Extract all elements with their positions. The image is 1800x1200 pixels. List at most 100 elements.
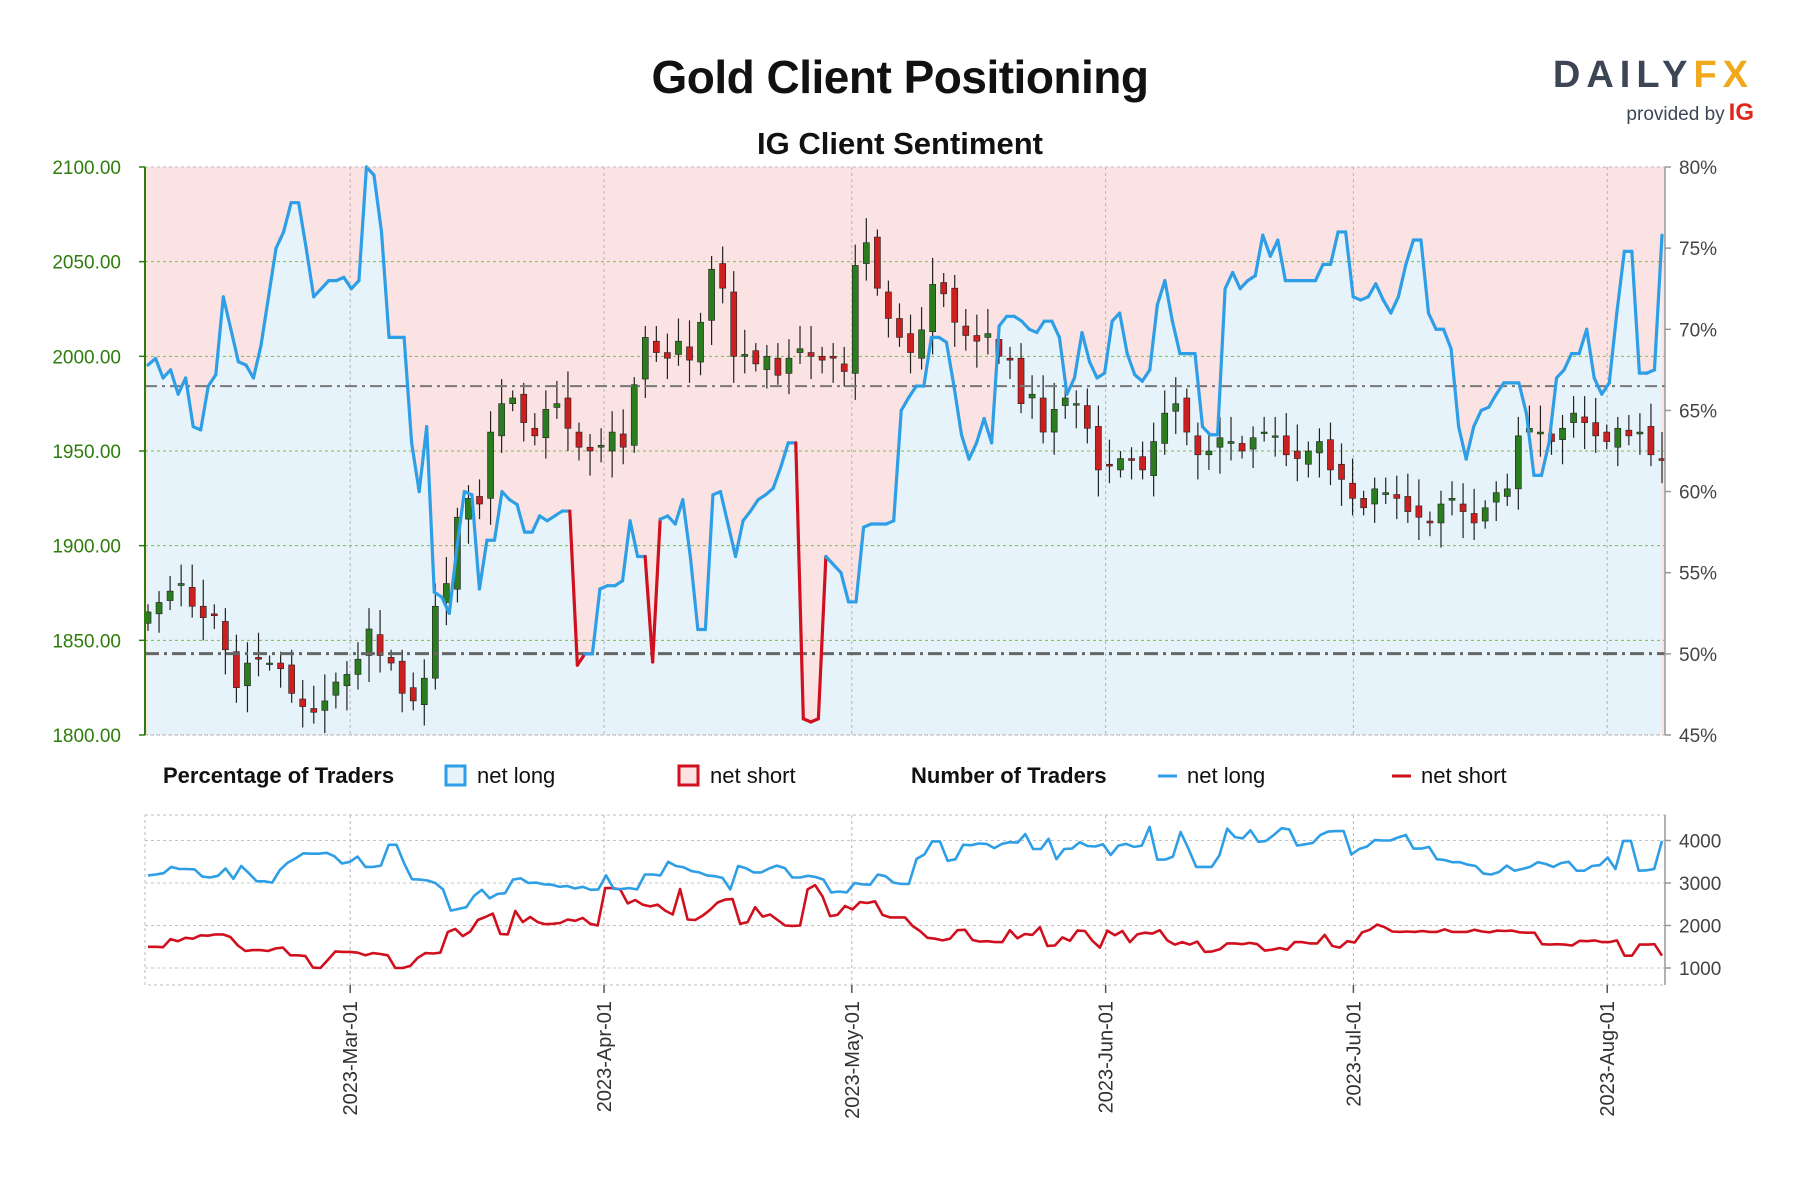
candle-up (420, 677, 428, 706)
date-tick-label: 2023-May-01 (842, 1001, 864, 1119)
candle-up (641, 337, 649, 380)
net-long-segment (1396, 262, 1408, 299)
traders-count-panel: 1000 2000 3000 4000 (144, 814, 1721, 986)
net-long-segment (221, 295, 233, 331)
net-long-segment (974, 416, 986, 445)
net-long-segment (1231, 270, 1242, 291)
candle-down (686, 346, 693, 361)
net-long-segment (831, 562, 843, 575)
candle-up (984, 333, 992, 338)
net-long-segment (718, 489, 730, 526)
net-long-segment (1080, 330, 1092, 364)
traders-tick-label: 1000 (1679, 959, 1721, 980)
candle-down (1581, 416, 1588, 423)
right-tick-label: 60% (1679, 483, 1717, 504)
candle-down (1658, 458, 1666, 461)
net-long-segment (733, 519, 745, 559)
candle-down (476, 496, 483, 505)
candle-up (630, 384, 638, 446)
candle-up (929, 284, 936, 333)
candle-up (1028, 393, 1036, 399)
brand-wordmark: DAILYFX (1553, 54, 1754, 97)
legend-num-long: net long (1187, 763, 1265, 788)
right-tick-label: 55% (1679, 564, 1717, 585)
net-long-segment (1087, 360, 1099, 380)
net-long-segment (1140, 368, 1152, 383)
candle-down (1338, 463, 1345, 480)
net-long-segment (590, 587, 602, 656)
candle-up (266, 662, 273, 665)
legend-pct-short: net short (710, 763, 796, 788)
net-long-segment (304, 246, 316, 299)
net-long-segment (673, 498, 685, 526)
candle-down (1006, 357, 1014, 361)
candle-up (1437, 503, 1445, 524)
net-long-segment (1592, 376, 1604, 396)
candle-up (365, 628, 373, 656)
candle-down (575, 431, 583, 448)
candle-down (376, 634, 384, 656)
net-long-segment (266, 246, 278, 299)
net-long-segment (1344, 230, 1355, 299)
net-long-segment (1615, 249, 1626, 315)
net-long-segment (1328, 230, 1340, 266)
net-long-segment (854, 525, 866, 604)
net-long-segment (229, 327, 240, 364)
candle-down (1128, 458, 1135, 461)
candle-up (553, 403, 561, 408)
net-long-segment (1630, 249, 1642, 375)
net-long-segment (726, 522, 738, 559)
candle-up (851, 265, 859, 374)
candle-up (1559, 427, 1566, 440)
net-long-segment (312, 287, 323, 299)
net-long-segment (1585, 327, 1596, 380)
net-short-segment (643, 554, 655, 664)
candle-up (354, 658, 362, 675)
candle-up (597, 445, 605, 448)
candle-down (1106, 463, 1113, 467)
candle-down (277, 662, 284, 670)
net-long-segment (1223, 270, 1235, 291)
net-long-segment (1562, 352, 1574, 372)
net-long-segment (952, 384, 964, 437)
candle-down (210, 613, 218, 617)
net-long-segment (214, 295, 225, 377)
candle-down (807, 352, 815, 357)
net-long-segment (515, 502, 527, 534)
candle-up (1050, 409, 1058, 433)
candle-up (608, 431, 616, 452)
net-long-segment (199, 384, 210, 432)
candle-down (1183, 397, 1191, 433)
net-long-segment (1020, 319, 1031, 331)
net-long-segment (206, 373, 218, 388)
candle-down (387, 657, 395, 664)
candle-up (431, 605, 439, 679)
candle-up (1481, 507, 1489, 522)
candle-up (763, 356, 771, 370)
candle-up (1161, 412, 1169, 444)
net-long-segment (1554, 368, 1566, 380)
candle-down (973, 335, 981, 342)
candle-down (299, 698, 307, 707)
net-long-segment (899, 395, 911, 413)
net-long-segment (410, 441, 421, 494)
candle-down (520, 393, 528, 423)
candle-down (222, 621, 229, 651)
traders-tick-label: 2000 (1679, 917, 1721, 938)
net-long-segment (1253, 233, 1265, 278)
net-short-segment (575, 652, 587, 667)
date-tick-label: 2023-Apr-01 (594, 1001, 616, 1112)
left-tick-label: 1900.00 (52, 537, 121, 558)
net-long-segment (1200, 425, 1212, 437)
net-long-segment (922, 335, 933, 388)
net-long-segment (628, 519, 640, 559)
net-long-segment (1607, 311, 1619, 385)
net-long-segment (741, 509, 753, 523)
candle-down (818, 356, 826, 361)
candle-down (730, 291, 738, 357)
left-tick-label: 1800.00 (52, 726, 121, 747)
legend-num-short: net short (1421, 763, 1507, 788)
chart-title: Gold Client Positioning (651, 51, 1149, 103)
candle-up (1260, 431, 1268, 434)
